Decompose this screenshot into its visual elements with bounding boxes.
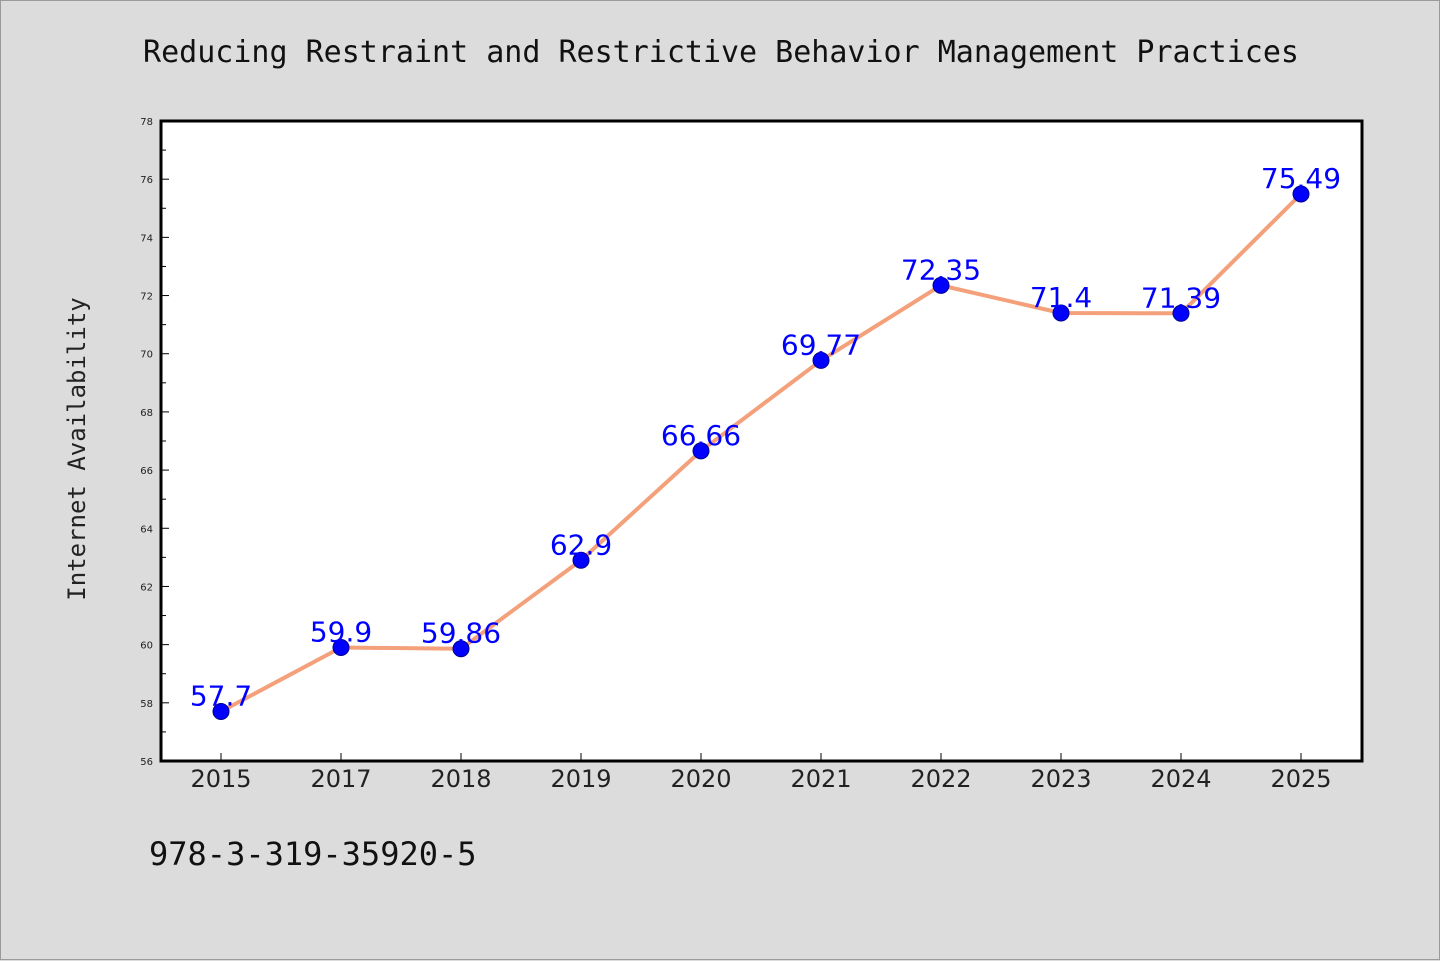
y-axis: 56 58 60 62 64 66 68 70 72 74 76 78 [140, 117, 169, 768]
x-tick-label-3: 2019 [550, 765, 611, 793]
data-label-7: 71.4 [1030, 281, 1092, 314]
data-labels: 57.7 59.9 59.86 62.9 66.66 69.77 72.35 71.4 71.3… [190, 162, 1341, 713]
x-tick-label-7: 2023 [1030, 765, 1091, 793]
x-tick-label-0: 2015 [190, 765, 251, 793]
y-tick-label-5: 66 [140, 466, 153, 477]
x-axis: 2015 2017 2018 2019 2020 2021 2022 2023 2024 2025 [190, 753, 1332, 793]
data-point-5 [812, 351, 830, 369]
data-label-3: 62.9 [550, 528, 612, 561]
data-label-9: 75.49 [1261, 162, 1341, 195]
data-label-2: 59.86 [421, 617, 501, 650]
series-line-0 [220, 192, 1303, 714]
y-tick-label-6: 68 [140, 408, 153, 419]
data-label-1: 59.9 [310, 616, 372, 649]
y-tick-label-11: 78 [140, 117, 153, 128]
y-tick-label-2: 60 [140, 641, 153, 652]
data-label-6: 72.35 [901, 253, 981, 286]
x-tick-label-2: 2018 [430, 765, 491, 793]
x-tick-label-1: 2017 [310, 765, 371, 793]
x-tick-label-4: 2020 [670, 765, 731, 793]
y-tick-label-0: 56 [140, 757, 153, 768]
x-tick-label-6: 2022 [910, 765, 971, 793]
series-lines [220, 192, 1303, 714]
data-point-1 [332, 639, 350, 657]
data-point-9 [1292, 185, 1310, 203]
data-point-6 [932, 276, 950, 294]
x-tick-label-5: 2021 [790, 765, 851, 793]
data-label-0: 57.7 [190, 680, 252, 713]
data-label-4: 66.66 [661, 419, 741, 452]
data-point-0 [212, 703, 230, 721]
data-point-3 [572, 551, 590, 569]
x-tick-label-8: 2024 [1150, 765, 1211, 793]
data-point-8 [1172, 304, 1190, 322]
x-tick-label-9: 2025 [1270, 765, 1331, 793]
y-tick-label-1: 58 [140, 699, 153, 710]
y-tick-label-8: 72 [140, 292, 153, 303]
y-tick-label-4: 64 [140, 524, 153, 535]
plot-area [159, 119, 1364, 763]
series-points [212, 185, 1310, 721]
isbn-text: 978-3-319-35920-5 [149, 835, 477, 873]
y-tick-label-9: 74 [140, 233, 153, 244]
data-point-7 [1052, 304, 1070, 322]
data-point-2 [452, 640, 470, 658]
chart-title: Reducing Restraint and Restrictive Behav… [143, 35, 1299, 70]
data-label-8: 71.39 [1141, 281, 1221, 314]
data-point-4 [692, 442, 710, 460]
y-tick-label-7: 70 [140, 350, 153, 361]
y-tick-label-10: 76 [140, 175, 153, 186]
data-label-5: 69.77 [781, 328, 861, 361]
y-tick-label-3: 62 [140, 582, 153, 593]
